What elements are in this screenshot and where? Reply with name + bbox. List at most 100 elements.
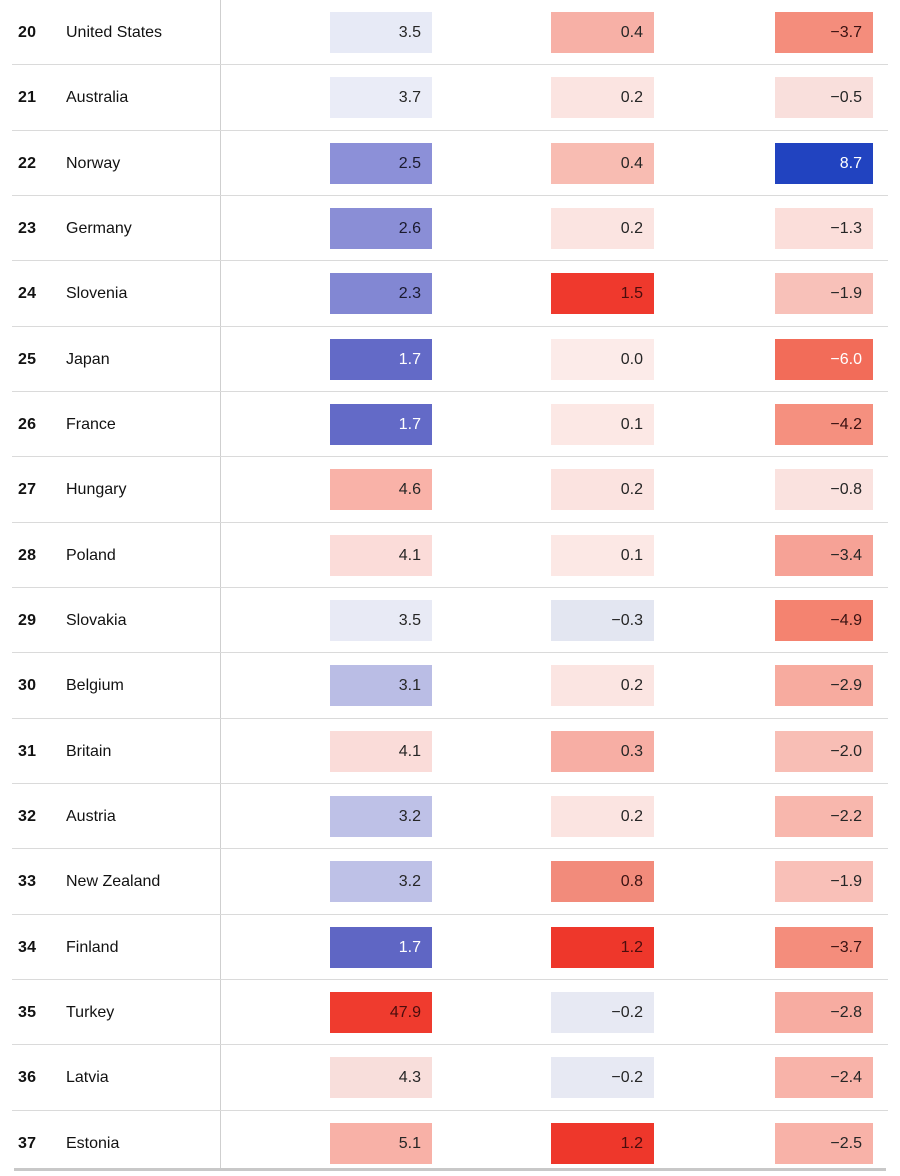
table-row: 20 United States 3.5 0.4 −3.7 bbox=[0, 0, 900, 66]
rank-label: 30 bbox=[18, 677, 37, 695]
metric-cell-3: −3.7 bbox=[775, 926, 873, 968]
rank-label: 22 bbox=[18, 154, 37, 172]
metric-cell-1: 3.5 bbox=[330, 12, 432, 53]
metric-cell-1: 1.7 bbox=[330, 338, 432, 380]
rank-label: 32 bbox=[18, 807, 37, 825]
metric-cell-2: 0.2 bbox=[551, 795, 654, 837]
metric-cell-2: 1.2 bbox=[551, 1122, 654, 1164]
metric-cell-2: 0.4 bbox=[551, 142, 654, 184]
rank-label: 28 bbox=[18, 546, 37, 564]
metric-cell-1: 3.2 bbox=[330, 861, 432, 903]
metric-cell-3: −1.9 bbox=[775, 273, 873, 315]
rank-label: 36 bbox=[18, 1069, 37, 1087]
country-label: Slovakia bbox=[66, 611, 127, 629]
metric-cell-3: 8.7 bbox=[775, 142, 873, 184]
column-divider-line bbox=[220, 0, 221, 1170]
table-row: 27 Hungary 4.6 0.2 −0.8 bbox=[0, 457, 900, 523]
table-row: 34 Finland 1.7 1.2 −3.7 bbox=[0, 915, 900, 981]
table-row: 32 Austria 3.2 0.2 −2.2 bbox=[0, 784, 900, 850]
metric-cell-2: −0.3 bbox=[551, 599, 654, 641]
rank-label: 29 bbox=[18, 611, 37, 629]
country-label: Belgium bbox=[66, 677, 124, 695]
country-label: Austria bbox=[66, 807, 116, 825]
metric-cell-2: 0.2 bbox=[551, 665, 654, 707]
table-row: 31 Britain 4.1 0.3 −2.0 bbox=[0, 719, 900, 785]
country-label: New Zealand bbox=[66, 873, 161, 891]
metric-cell-3: −2.9 bbox=[775, 665, 873, 707]
country-label: Estonia bbox=[66, 1134, 120, 1152]
metric-cell-3: −1.9 bbox=[775, 861, 873, 903]
metric-cell-2: 0.3 bbox=[551, 730, 654, 772]
metric-cell-3: −2.4 bbox=[775, 1057, 873, 1099]
metric-cell-3: −6.0 bbox=[775, 338, 873, 380]
metric-cell-2: 1.2 bbox=[551, 926, 654, 968]
table-bottom-rule bbox=[14, 1168, 886, 1171]
metric-cell-3: −2.8 bbox=[775, 991, 873, 1033]
table-row: 37 Estonia 5.1 1.2 −2.5 bbox=[0, 1111, 900, 1176]
metric-cell-3: −4.2 bbox=[775, 403, 873, 445]
country-label: Latvia bbox=[66, 1069, 109, 1087]
rank-label: 24 bbox=[18, 285, 37, 303]
metric-cell-3: −2.5 bbox=[775, 1122, 873, 1164]
metric-cell-1: 3.1 bbox=[330, 665, 432, 707]
metric-cell-2: 0.2 bbox=[551, 207, 654, 249]
table-row: 25 Japan 1.7 0.0 −6.0 bbox=[0, 327, 900, 393]
metric-cell-2: 0.0 bbox=[551, 338, 654, 380]
metric-cell-3: −0.8 bbox=[775, 469, 873, 511]
table-row: 28 Poland 4.1 0.1 −3.4 bbox=[0, 523, 900, 589]
metric-cell-1: 4.3 bbox=[330, 1057, 432, 1099]
country-label: Japan bbox=[66, 350, 110, 368]
country-label: Finland bbox=[66, 938, 119, 956]
country-label: Australia bbox=[66, 89, 129, 107]
metric-cell-1: 4.6 bbox=[330, 469, 432, 511]
metric-cell-3: −4.9 bbox=[775, 599, 873, 641]
country-label: Hungary bbox=[66, 481, 127, 499]
metric-cell-1: 2.3 bbox=[330, 273, 432, 315]
country-label: Slovenia bbox=[66, 285, 128, 303]
metric-cell-2: 0.1 bbox=[551, 403, 654, 445]
metric-cell-1: 3.2 bbox=[330, 795, 432, 837]
metric-cell-1: 3.5 bbox=[330, 599, 432, 641]
metric-cell-1: 5.1 bbox=[330, 1122, 432, 1164]
metric-cell-1: 1.7 bbox=[330, 403, 432, 445]
metric-cell-3: −3.7 bbox=[775, 12, 873, 53]
country-label: Turkey bbox=[66, 1003, 115, 1021]
table-row: 22 Norway 2.5 0.4 8.7 bbox=[0, 131, 900, 197]
metric-cell-3: −2.0 bbox=[775, 730, 873, 772]
metric-cell-2: 0.8 bbox=[551, 861, 654, 903]
rank-label: 26 bbox=[18, 415, 37, 433]
rank-label: 33 bbox=[18, 873, 37, 891]
rank-label: 31 bbox=[18, 742, 37, 760]
country-label: Poland bbox=[66, 546, 116, 564]
rank-label: 37 bbox=[18, 1134, 37, 1152]
rank-label: 23 bbox=[18, 219, 37, 237]
country-label: France bbox=[66, 415, 116, 433]
metric-cell-2: 1.5 bbox=[551, 273, 654, 315]
rank-label: 21 bbox=[18, 89, 37, 107]
table-row: 24 Slovenia 2.3 1.5 −1.9 bbox=[0, 261, 900, 327]
metric-cell-1: 3.7 bbox=[330, 77, 432, 119]
table-row: 33 New Zealand 3.2 0.8 −1.9 bbox=[0, 849, 900, 915]
table-row: 36 Latvia 4.3 −0.2 −2.4 bbox=[0, 1045, 900, 1111]
country-label: United States bbox=[66, 24, 163, 41]
table-row: 21 Australia 3.7 0.2 −0.5 bbox=[0, 65, 900, 131]
country-label: Norway bbox=[66, 154, 121, 172]
metric-cell-2: 0.1 bbox=[551, 534, 654, 576]
rank-label: 20 bbox=[18, 24, 37, 41]
metric-cell-3: −2.2 bbox=[775, 795, 873, 837]
rank-label: 35 bbox=[18, 1003, 37, 1021]
metric-cell-3: −1.3 bbox=[775, 207, 873, 249]
metric-cell-2: −0.2 bbox=[551, 1057, 654, 1099]
metric-cell-1: 1.7 bbox=[330, 926, 432, 968]
metric-cell-2: −0.2 bbox=[551, 991, 654, 1033]
metric-cell-3: −3.4 bbox=[775, 534, 873, 576]
country-label: Britain bbox=[66, 742, 112, 760]
metric-cell-2: 0.2 bbox=[551, 469, 654, 511]
metric-cell-2: 0.2 bbox=[551, 77, 654, 119]
table-row: 29 Slovakia 3.5 −0.3 −4.9 bbox=[0, 588, 900, 654]
metric-cell-2: 0.4 bbox=[551, 12, 654, 53]
country-label: Germany bbox=[66, 219, 132, 237]
rank-label: 25 bbox=[18, 350, 37, 368]
